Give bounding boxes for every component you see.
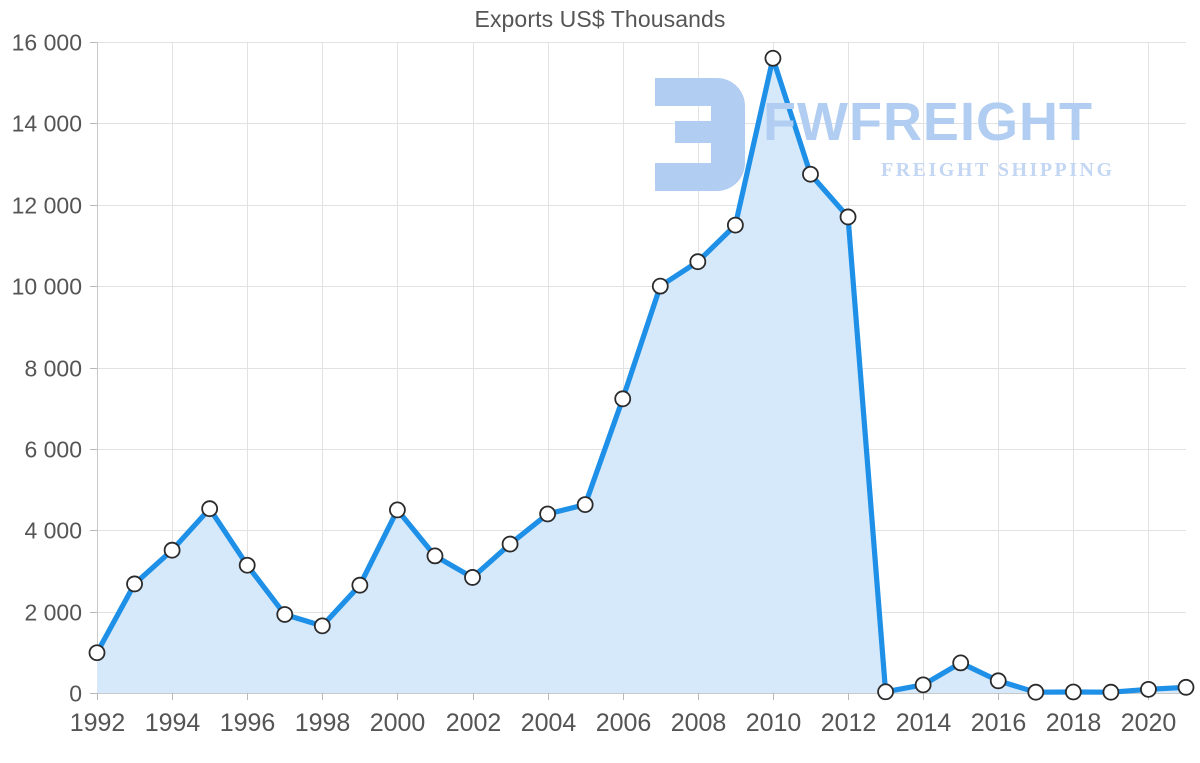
x-tick-label: 2016 [971,709,1027,737]
data-point-marker [877,683,894,701]
y-tick-label: 4 000 [24,518,82,544]
x-tick-label: 2012 [821,709,877,737]
x-tick-label: 2002 [446,709,502,737]
data-point-marker [802,165,819,183]
y-tick-label: 16 000 [12,30,82,56]
x-tick-label: 1992 [70,709,126,737]
data-point-marker [351,576,369,594]
y-axis-labels: 0 2 000 4 000 6 000 8 000 10 000 12 000 14 000 1… [12,30,82,707]
area-fill [97,58,1186,693]
data-point-marker [313,617,331,635]
data-point-marker [163,541,181,559]
series-area [97,58,1186,693]
x-tick-label: 2010 [746,709,802,737]
data-point-marker [539,505,557,523]
x-axis-labels: 1992 1994 1996 1998 2000 2002 2004 2006 2008 2010… [70,709,1177,737]
x-tick-label: 1998 [295,709,351,737]
data-point-marker [764,49,782,67]
x-tick-label: 2008 [671,709,727,737]
chart-title: Exports US$ Thousands [474,6,726,32]
data-point-marker [88,644,106,662]
data-point-marker [914,676,932,694]
x-tick-label: 2004 [521,709,577,737]
data-point-marker [238,556,256,574]
data-point-marker [276,606,294,623]
y-tick-label: 6 000 [24,437,82,463]
data-point-marker [1177,678,1195,696]
y-tick-label: 2 000 [24,600,82,626]
y-tick-label: 0 [69,681,82,707]
x-tick-label: 1994 [145,709,201,737]
x-tick-label: 2000 [370,709,426,737]
y-tick-label: 12 000 [12,193,82,219]
x-tick-label: 2014 [896,709,952,737]
data-point-marker [651,277,669,295]
data-point-marker [389,501,406,519]
data-point-marker [689,253,707,271]
data-point-marker [726,216,744,234]
data-point-marker [952,654,970,672]
y-tick-label: 10 000 [12,274,82,300]
data-point-marker [1027,683,1045,701]
data-point-marker [989,672,1007,690]
data-point-marker [614,390,632,408]
y-tick-label: 14 000 [12,111,82,137]
data-point-marker [839,208,857,226]
data-point-marker [126,575,143,593]
data-point-marker [201,500,219,518]
data-point-marker [1064,683,1082,701]
data-point-marker [426,547,444,565]
data-point-marker [576,496,594,514]
data-markers [88,49,1195,701]
x-tick-label: 2006 [596,709,652,737]
x-tick-label: 2018 [1046,709,1102,737]
data-point-marker [501,535,519,553]
data-point-marker [464,569,481,586]
x-tick-label: 1996 [220,709,276,737]
data-point-marker [1102,683,1120,701]
y-tick-label: 8 000 [24,356,82,382]
data-point-marker [1140,680,1157,698]
x-tick-label: 2020 [1121,709,1177,737]
